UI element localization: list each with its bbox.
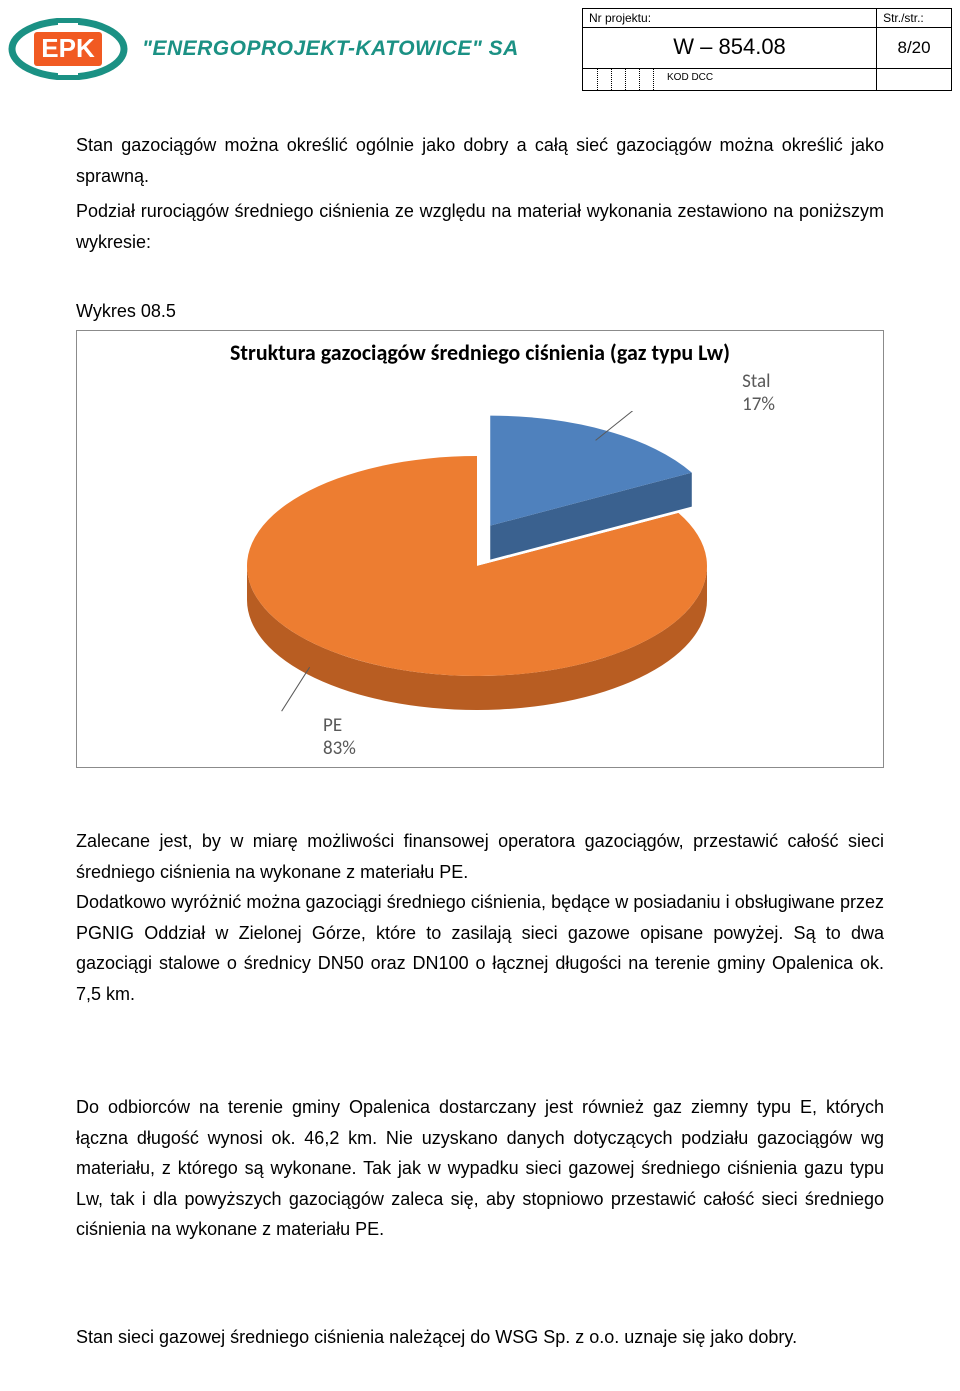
project-number-value: W – 854.08 <box>583 28 877 69</box>
page-value: 8/20 <box>877 28 952 69</box>
pe-name: PE <box>323 714 342 737</box>
chart-title: Struktura gazociągów średniego ciśnienia… <box>77 339 883 366</box>
company-name: "ENERGOPROJEKT-KATOWICE" SA <box>142 37 519 61</box>
slice-label-stal: Stal 17% <box>742 371 775 417</box>
page-label: Str./str.: <box>877 9 952 28</box>
document-header-table: Nr projektu: Str./str.: W – 854.08 8/20 … <box>582 8 952 91</box>
stal-percent: 17% <box>742 393 775 416</box>
paragraph-5: Stan sieci gazowej średniego ciśnienia n… <box>76 1322 884 1353</box>
project-number-label: Nr projektu: <box>583 9 877 28</box>
kod-dcc-text: KOD DCC <box>589 72 713 83</box>
kod-dcc-label: KOD DCC <box>583 69 877 91</box>
paragraph-3: Zalecane jest, by w miarę możliwości fin… <box>76 826 884 1010</box>
paragraph-4: Do odbiorców na terenie gminy Opalenica … <box>76 1092 884 1245</box>
pe-percent: 83% <box>323 737 356 760</box>
paragraph-2: Podział rurociągów średniego ciśnienia z… <box>76 196 884 257</box>
project-number-text: W – 854.08 <box>673 34 786 59</box>
kod-dcc-empty <box>877 69 952 91</box>
company-logo-block: EPK "ENERGOPROJEKT-KATOWICE" SA <box>8 18 519 80</box>
pie-chart-container: Struktura gazociągów średniego ciśnienia… <box>76 330 884 768</box>
chart-caption: Wykres 08.5 <box>76 296 884 327</box>
epk-logo-icon: EPK <box>8 18 128 80</box>
logo-abbrev: EPK <box>41 33 95 63</box>
stal-name: Stal <box>742 370 770 393</box>
slice-label-pe: PE 83% <box>323 715 356 761</box>
paragraph-1: Stan gazociągów można określić ogólnie j… <box>76 130 884 191</box>
pie-chart <box>207 411 747 721</box>
